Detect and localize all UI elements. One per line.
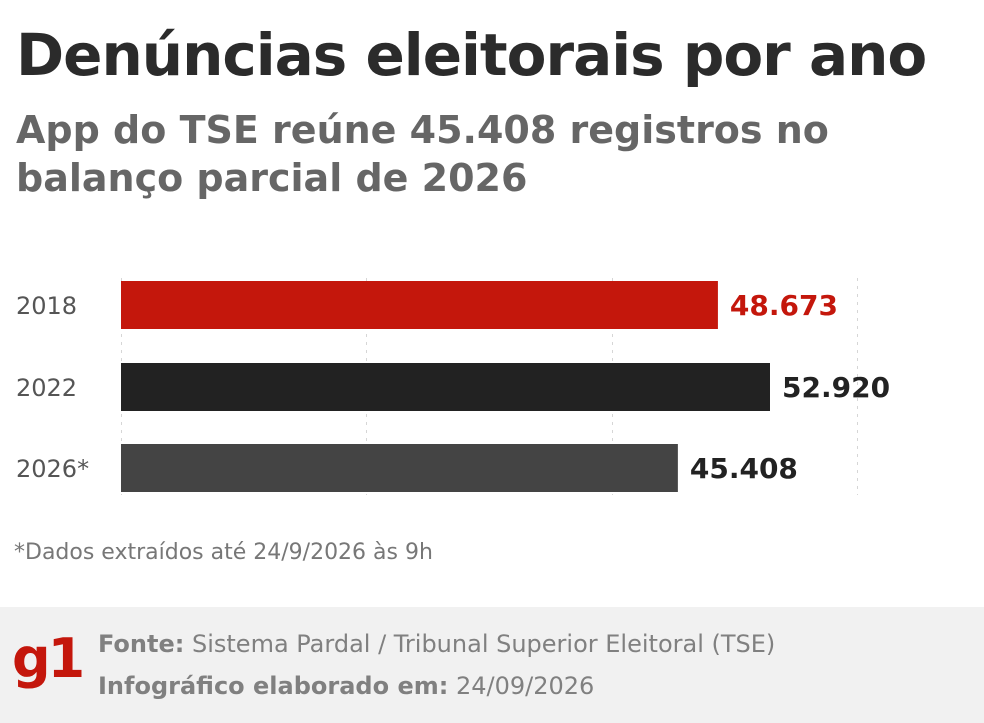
date-text: 24/09/2026 [455, 672, 595, 700]
date-label: Infográfico elaborado em: [98, 672, 449, 700]
bar-2026* [121, 444, 678, 492]
footer: g1 Fonte: Sistema Pardal / Tribunal Supe… [0, 607, 984, 723]
source-text: Sistema Pardal / Tribunal Superior Eleit… [191, 630, 776, 658]
g1-logo: g1 [12, 629, 82, 689]
source-line: Fonte: Sistema Pardal / Tribunal Superio… [98, 623, 775, 665]
value-label-2018: 48.673 [730, 289, 838, 322]
chart-subtitle: App do TSE reúne 45.408 registros no bal… [16, 108, 829, 200]
footnote: *Dados extraídos até 24/9/2026 às 9h [14, 540, 433, 565]
source-label: Fonte: [98, 630, 185, 658]
bar-chart: 2018 48.673 2022 52.920 2026* 45.408 [16, 278, 890, 495]
category-label-2026*: 2026* [16, 455, 89, 483]
category-label-2018: 2018 [16, 292, 77, 320]
g1-logo-text: g1 [12, 629, 82, 689]
date-line: Infográfico elaborado em: 24/09/2026 [98, 665, 775, 707]
value-label-2022: 52.920 [782, 371, 890, 404]
value-label-2026*: 45.408 [690, 452, 798, 485]
chart-title: Denúncias eleitorais por ano [16, 21, 927, 89]
footer-text: Fonte: Sistema Pardal / Tribunal Superio… [98, 623, 775, 707]
bar-2022 [121, 363, 770, 411]
category-label-2022: 2022 [16, 374, 77, 402]
bar-2018 [121, 281, 718, 329]
